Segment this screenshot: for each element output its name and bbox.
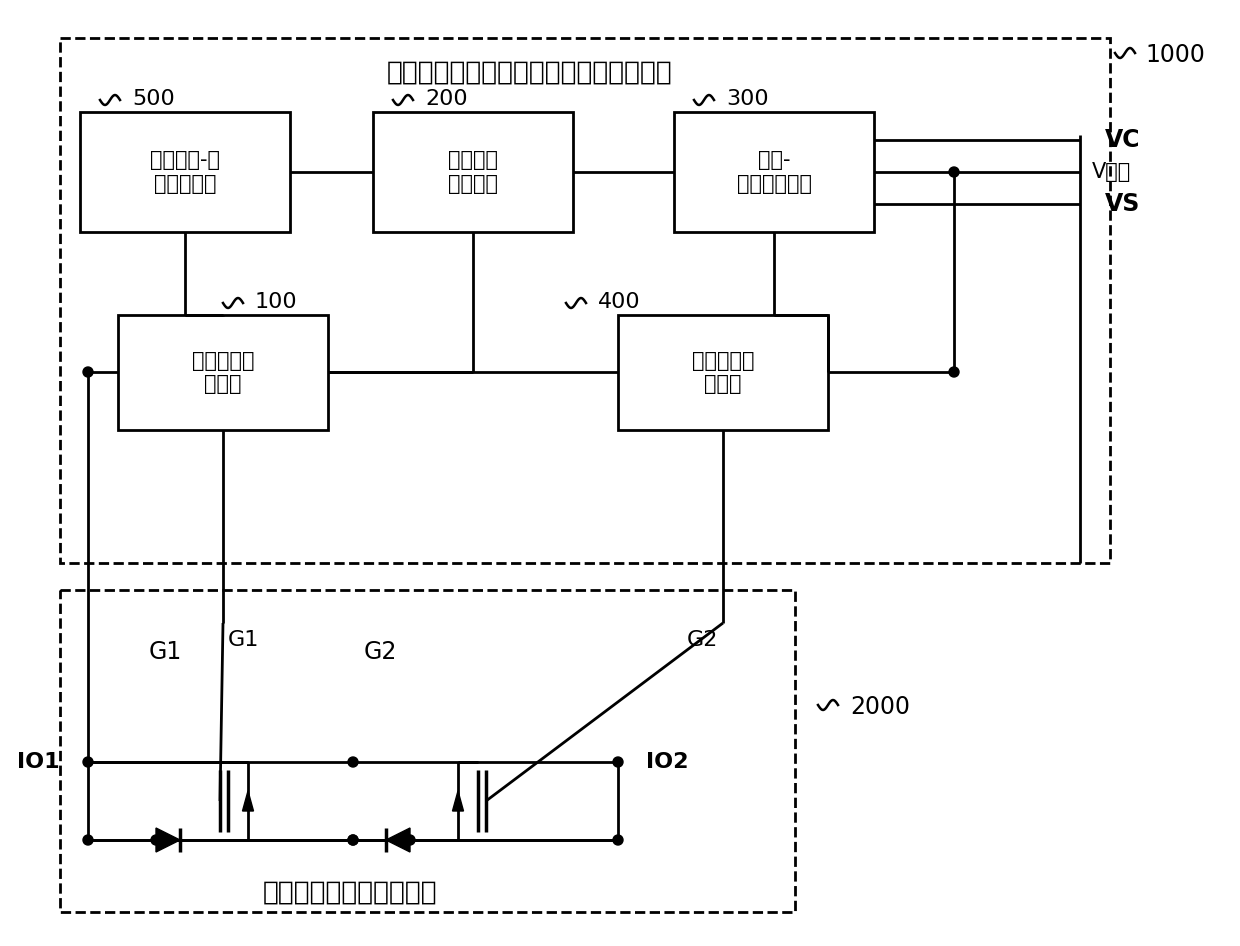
Text: VC: VC [1105,128,1141,152]
Circle shape [348,835,358,845]
Text: 200: 200 [425,89,467,109]
Text: 第一电流-电
压转换电路: 第一电流-电 压转换电路 [150,150,219,194]
Text: 2000: 2000 [849,695,910,719]
Circle shape [613,835,622,845]
Circle shape [83,757,93,767]
Text: 第一通断控
制电路: 第一通断控 制电路 [192,351,254,394]
Polygon shape [243,791,253,811]
Text: 双半导体开关管双向开关: 双半导体开关管双向开关 [263,880,438,906]
Bar [618,315,828,430]
Text: 第二通断控
制电路: 第二通断控 制电路 [692,351,754,394]
Text: 电流模式
传输电路: 电流模式 传输电路 [448,150,498,194]
Bar [60,38,1110,563]
Text: 400: 400 [598,292,641,312]
Text: IO2: IO2 [646,752,688,772]
Circle shape [949,367,959,377]
Bar [675,112,874,232]
Circle shape [83,835,93,845]
Text: G2: G2 [363,640,397,664]
Circle shape [151,835,161,845]
Circle shape [949,167,959,177]
Circle shape [348,757,358,767]
Bar [81,112,290,232]
Circle shape [83,367,93,377]
Text: V控制: V控制 [1092,162,1131,182]
Circle shape [405,835,415,845]
Polygon shape [156,828,180,852]
Text: G1: G1 [228,630,259,650]
Polygon shape [453,791,464,811]
Bar [118,315,329,430]
Text: 1000: 1000 [1145,43,1205,67]
Text: IO1: IO1 [17,752,60,772]
Text: 500: 500 [131,89,175,109]
Text: G2: G2 [687,630,718,650]
Text: VS: VS [1105,192,1141,216]
Text: 用于双半导体开关管双向开关的控制电路: 用于双半导体开关管双向开关的控制电路 [387,60,673,86]
Text: 100: 100 [255,292,298,312]
Polygon shape [386,828,410,852]
Text: G1: G1 [149,640,181,664]
Circle shape [348,835,358,845]
Bar [373,112,573,232]
Bar [60,590,795,912]
Text: 电压-
电流转换电路: 电压- 电流转换电路 [737,150,811,194]
Circle shape [613,757,622,767]
Text: 300: 300 [725,89,769,109]
